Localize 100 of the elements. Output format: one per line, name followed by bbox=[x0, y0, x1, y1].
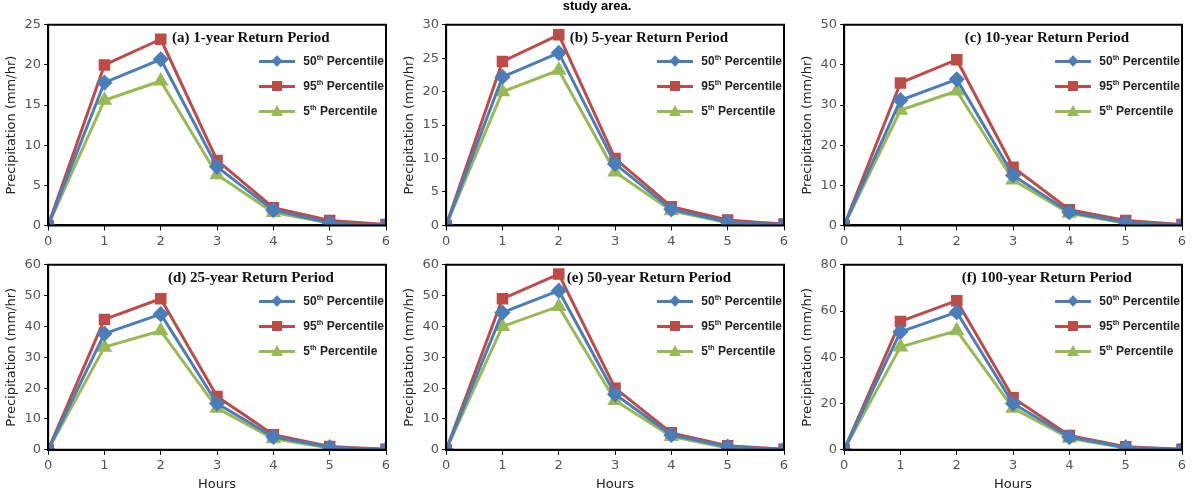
legend-label: 5$^{th}$ Percentile bbox=[1099, 343, 1174, 358]
x-axis-title: Hours bbox=[198, 475, 237, 491]
y-tick-label: 25 bbox=[24, 16, 42, 32]
y-axis-title: Precipitation (mm/hr) bbox=[3, 287, 19, 427]
x-tick-label: 4 bbox=[1065, 456, 1074, 472]
y-axis-title: Precipitation (mm/hr) bbox=[799, 287, 815, 427]
legend-label: 5$^{th}$ Percentile bbox=[1099, 103, 1174, 118]
y-tick-label: 10 bbox=[422, 410, 440, 426]
y-axis-title: Precipitation (mm/hr) bbox=[401, 55, 417, 195]
x-tick-label: 1 bbox=[498, 456, 507, 472]
y-tick-label: 80 bbox=[820, 256, 838, 272]
x-tick-label: 3 bbox=[212, 456, 222, 472]
legend-label: 95$^{th}$ Percentile bbox=[303, 78, 384, 93]
legend-label: 95$^{th}$ Percentile bbox=[303, 318, 384, 333]
y-tick-label: 25 bbox=[422, 49, 440, 65]
x-tick-label: 0 bbox=[442, 232, 451, 248]
legend-label: 5$^{th}$ Percentile bbox=[701, 103, 776, 118]
x-tick-label: 1 bbox=[100, 456, 109, 472]
x-tick-label: 3 bbox=[1008, 456, 1018, 472]
y-tick-label: 10 bbox=[24, 410, 42, 426]
x-tick-label: 5 bbox=[1121, 456, 1130, 472]
x-tick-label: 3 bbox=[1008, 232, 1018, 248]
x-tick-label: 2 bbox=[554, 456, 563, 472]
chart-title: (a) 1-year Return Period bbox=[172, 29, 331, 47]
y-tick-label: 0 bbox=[430, 216, 440, 232]
y-axis-title: Precipitation (mm/hr) bbox=[3, 55, 19, 195]
y-tick-label: 20 bbox=[820, 394, 838, 410]
x-tick-label: 5 bbox=[1121, 232, 1130, 248]
x-tick-label: 6 bbox=[1177, 232, 1187, 248]
x-tick-label: 5 bbox=[325, 232, 334, 248]
y-tick-label: 20 bbox=[422, 379, 440, 395]
y-tick-label: 20 bbox=[422, 83, 440, 99]
legend-label: 50$^{th}$ Percentile bbox=[1099, 293, 1180, 308]
y-tick-label: 0 bbox=[430, 441, 440, 457]
y-tick-label: 10 bbox=[24, 136, 42, 152]
y-tick-label: 50 bbox=[820, 16, 838, 32]
legend-label: 50$^{th}$ Percentile bbox=[701, 53, 782, 68]
x-tick-label: 2 bbox=[952, 456, 961, 472]
y-tick-label: 40 bbox=[820, 348, 838, 364]
legend-label: 95$^{th}$ Percentile bbox=[1099, 78, 1180, 93]
legend-label: 95$^{th}$ Percentile bbox=[701, 78, 782, 93]
y-tick-label: 10 bbox=[820, 176, 838, 192]
legend-label: 50$^{th}$ Percentile bbox=[701, 293, 782, 308]
y-tick-label: 0 bbox=[828, 216, 838, 232]
legend-label: 5$^{th}$ Percentile bbox=[303, 103, 378, 118]
y-axis-title: Precipitation (mm/hr) bbox=[799, 55, 815, 195]
x-axis-title: Hours bbox=[596, 475, 635, 491]
x-tick-label: 0 bbox=[442, 456, 451, 472]
x-tick-label: 4 bbox=[667, 232, 676, 248]
y-tick-label: 5 bbox=[430, 183, 440, 199]
legend-label: 95$^{th}$ Percentile bbox=[1099, 318, 1180, 333]
y-tick-label: 40 bbox=[422, 317, 440, 333]
x-tick-label: 2 bbox=[156, 232, 165, 248]
chart-title: (b) 5-year Return Period bbox=[569, 29, 729, 47]
y-tick-label: 15 bbox=[422, 116, 440, 132]
legend-label: 50$^{th}$ Percentile bbox=[303, 53, 384, 68]
y-tick-label: 0 bbox=[828, 441, 838, 457]
x-tick-label: 0 bbox=[840, 232, 849, 248]
x-tick-label: 0 bbox=[44, 232, 53, 248]
x-tick-label: 1 bbox=[896, 232, 905, 248]
y-tick-label: 30 bbox=[422, 16, 440, 32]
x-tick-label: 1 bbox=[100, 232, 109, 248]
text: study area. bbox=[561, 0, 633, 13]
x-tick-label: 0 bbox=[840, 456, 849, 472]
x-tick-label: 2 bbox=[952, 232, 961, 248]
x-tick-label: 6 bbox=[1177, 456, 1187, 472]
x-tick-label: 4 bbox=[269, 456, 278, 472]
x-tick-label: 4 bbox=[269, 232, 278, 248]
x-tick-label: 1 bbox=[498, 232, 507, 248]
y-tick-label: 60 bbox=[422, 256, 440, 272]
x-tick-label: 5 bbox=[325, 456, 334, 472]
x-tick-label: 4 bbox=[1065, 232, 1074, 248]
x-tick-label: 1 bbox=[896, 456, 905, 472]
y-tick-label: 5 bbox=[32, 176, 42, 192]
y-tick-label: 0 bbox=[32, 216, 42, 232]
chart-title: (f) 100-year Return Period bbox=[961, 269, 1133, 287]
x-tick-label: 5 bbox=[723, 232, 732, 248]
x-tick-label: 6 bbox=[381, 456, 391, 472]
y-tick-label: 30 bbox=[820, 96, 838, 112]
legend-label: 5$^{th}$ Percentile bbox=[701, 343, 776, 358]
x-tick-label: 3 bbox=[212, 232, 222, 248]
y-tick-label: 20 bbox=[820, 136, 838, 152]
y-tick-label: 50 bbox=[24, 287, 42, 303]
y-tick-label: 10 bbox=[422, 149, 440, 165]
chart-title: (e) 50-year Return Period bbox=[566, 269, 732, 287]
y-axis-title: Precipitation (mm/hr) bbox=[401, 287, 417, 427]
y-tick-label: 60 bbox=[820, 302, 838, 318]
legend-label: 50$^{th}$ Percentile bbox=[1099, 53, 1180, 68]
y-tick-label: 15 bbox=[24, 96, 42, 112]
y-tick-label: 30 bbox=[24, 348, 42, 364]
x-tick-label: 2 bbox=[156, 456, 165, 472]
chart-title: (c) 10-year Return Period bbox=[964, 29, 1130, 47]
chart-title: (d) 25-year Return Period bbox=[167, 269, 335, 287]
y-tick-label: 60 bbox=[24, 256, 42, 272]
y-tick-label: 20 bbox=[24, 56, 42, 72]
y-tick-label: 40 bbox=[820, 56, 838, 72]
y-tick-label: 20 bbox=[24, 379, 42, 395]
x-tick-label: 0 bbox=[44, 456, 53, 472]
x-axis-title: Hours bbox=[994, 475, 1033, 491]
y-tick-label: 0 bbox=[32, 441, 42, 457]
